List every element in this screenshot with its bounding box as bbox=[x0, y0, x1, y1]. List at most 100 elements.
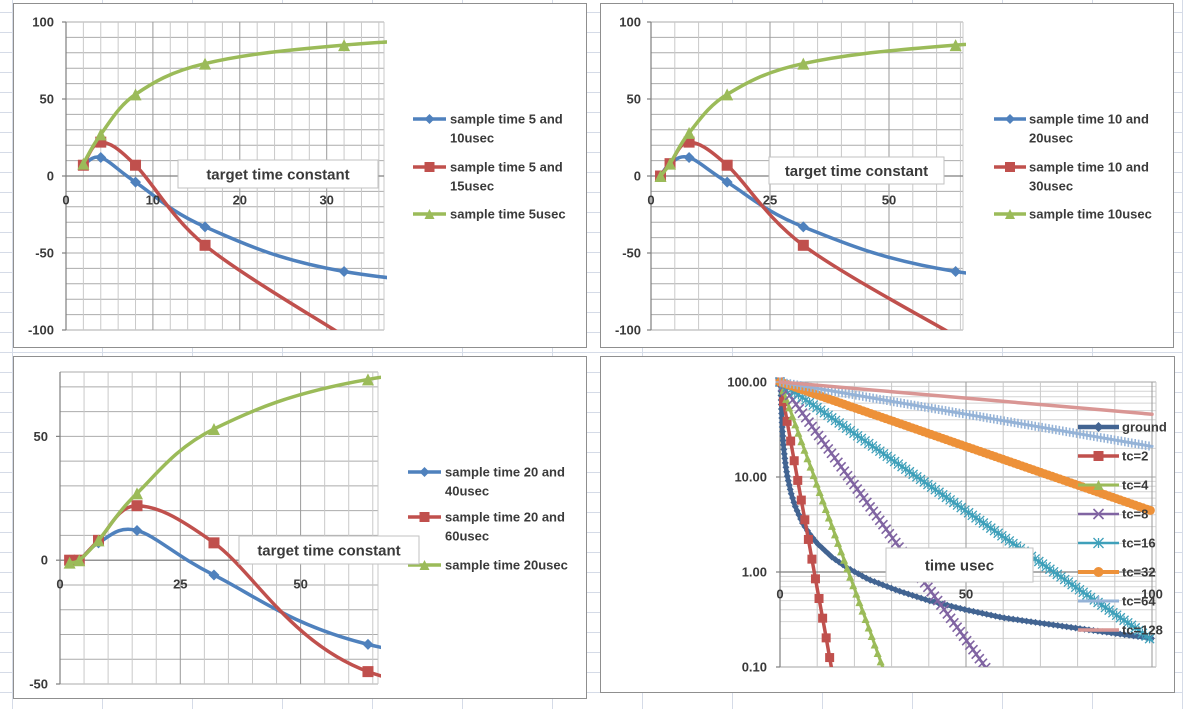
legend-label: sample time 20 and bbox=[445, 465, 565, 480]
series-line-sample-time-5usec[interactable] bbox=[81, 28, 586, 166]
x-tick-label: 10 bbox=[146, 193, 160, 208]
legend-label: 60usec bbox=[445, 529, 489, 544]
y-tick-label: 50 bbox=[34, 429, 48, 444]
legend-label: tc=128 bbox=[1122, 623, 1163, 638]
legend-item-sample-time-5-and-10usec[interactable]: sample time 5 and 10usec bbox=[413, 112, 563, 146]
axis-labels: 100.00 10.00 1.00 0.10 0 50 100 bbox=[727, 375, 1163, 675]
y-tick-label: 1.00 bbox=[742, 565, 767, 580]
legend-label: 15usec bbox=[450, 179, 494, 194]
series-markers-tc-16 bbox=[775, 377, 1155, 644]
legend-item-tc-8[interactable]: tc=8 bbox=[1078, 507, 1148, 522]
plot-series-area bbox=[77, 28, 586, 330]
y-tick-label: -50 bbox=[29, 677, 48, 692]
axis-labels: 50 0 -50 0 25 50 bbox=[29, 429, 308, 692]
x-tick-label: 50 bbox=[959, 587, 973, 602]
annotation-text: target time constant bbox=[257, 543, 400, 560]
x-tick-label: 0 bbox=[647, 193, 654, 208]
series-line-tc-128[interactable] bbox=[778, 380, 1154, 416]
legend-item-ground[interactable]: ground bbox=[1078, 420, 1167, 435]
x-tick-label: 25 bbox=[763, 193, 777, 208]
x-tick-label: 50 bbox=[882, 193, 896, 208]
y-tick-label: -100 bbox=[28, 323, 54, 338]
y-tick-label: 0.10 bbox=[742, 660, 767, 675]
legend-label: tc=8 bbox=[1122, 507, 1148, 522]
x-tick-label: 20 bbox=[233, 193, 247, 208]
legend-label: 10usec bbox=[450, 131, 494, 146]
legend-item-tc-4[interactable]: tc=4 bbox=[1078, 478, 1149, 493]
y-tick-label: 0 bbox=[634, 169, 641, 184]
series-markers-sample-time-5usec bbox=[77, 39, 351, 170]
legend-item-tc-16[interactable]: tc=16 bbox=[1078, 536, 1156, 551]
legend-item-sample-time-10usec[interactable]: sample time 10usec bbox=[994, 207, 1152, 222]
legend-item-sample-time-10-and-30usec[interactable]: sample time 10 and 30usec bbox=[994, 160, 1149, 194]
legend-item-sample-time-10-and-20usec[interactable]: sample time 10 and 20usec bbox=[994, 112, 1149, 146]
legend-item-sample-time-20usec[interactable]: sample time 20usec bbox=[408, 558, 568, 573]
plot-series-area bbox=[63, 357, 586, 678]
y-tick-label: -50 bbox=[35, 246, 54, 261]
chart-object-bottom-right[interactable]: ground tc=2 tc=4 tc=8 tc=16 tc=32 tc=64 tc=128 t… bbox=[600, 356, 1175, 693]
x-tick-label: 0 bbox=[56, 577, 63, 592]
legend-label: sample time 20 and bbox=[445, 510, 565, 525]
chart-object-bottom-left[interactable]: sample time 20 and 40usec sample time 20 a… bbox=[13, 356, 587, 699]
legend-label: sample time 10 and bbox=[1029, 160, 1149, 175]
legend-label: 40usec bbox=[445, 484, 489, 499]
axes bbox=[56, 372, 378, 685]
series-line-sample-time-20usec[interactable] bbox=[67, 357, 586, 565]
annotation-box[interactable]: target time constant bbox=[177, 159, 379, 189]
legend-item-tc-128[interactable]: tc=128 bbox=[1078, 623, 1163, 638]
legend-item-sample-time-20-and-60usec[interactable]: sample time 20 and 60usec bbox=[408, 510, 565, 544]
series-line-sample-time-10usec[interactable] bbox=[658, 28, 1173, 178]
axis-labels: 100 50 0 -50 -100 0 25 50 bbox=[615, 15, 896, 338]
legend-label: 20usec bbox=[1029, 131, 1073, 146]
legend-item-sample-time-20-and-40usec[interactable]: sample time 20 and 40usec bbox=[408, 465, 565, 499]
legend-item-tc-32[interactable]: tc=32 bbox=[1078, 565, 1156, 580]
chart-object-top-left[interactable]: sample time 5 and 10usec sample time 5 and… bbox=[13, 3, 587, 348]
series-markers-tc-32 bbox=[775, 377, 1155, 515]
legend-label: tc=64 bbox=[1122, 594, 1156, 609]
annotation-box[interactable]: target time constant bbox=[238, 535, 420, 565]
y-tick-label: 100.00 bbox=[727, 375, 767, 390]
legend-label: sample time 5 and bbox=[450, 112, 563, 127]
series-markers-sample-time-20usec bbox=[63, 373, 374, 569]
legend-item-tc-2[interactable]: tc=2 bbox=[1078, 449, 1148, 464]
legend-label: ground bbox=[1122, 420, 1167, 435]
legend-label: sample time 20usec bbox=[445, 558, 568, 573]
x-tick-label: 0 bbox=[776, 587, 783, 602]
legend: ground tc=2 tc=4 tc=8 tc=16 tc=32 tc=64 tc=128 bbox=[1078, 420, 1167, 638]
annotation-text: target time constant bbox=[785, 163, 928, 180]
plot-series-area bbox=[774, 376, 1155, 667]
legend-item-tc-64[interactable]: tc=64 bbox=[1078, 594, 1156, 609]
annotation-box[interactable]: target time constant bbox=[768, 156, 945, 185]
plot-series-area bbox=[654, 28, 1173, 330]
x-tick-label: 50 bbox=[293, 577, 307, 592]
legend-label: tc=4 bbox=[1122, 478, 1149, 493]
legend-item-sample-time-5-and-15usec[interactable]: sample time 5 and 15usec bbox=[413, 160, 563, 194]
legend-label: sample time 5 and bbox=[450, 160, 563, 175]
axis-labels: 100 50 0 -50 -100 0 10 20 30 bbox=[28, 15, 334, 338]
y-tick-label: 0 bbox=[47, 169, 54, 184]
y-tick-label: 0 bbox=[41, 553, 48, 568]
series-markers-tc-64 bbox=[775, 377, 1154, 451]
legend-label: sample time 10 and bbox=[1029, 112, 1149, 127]
chart-object-top-right[interactable]: sample time 10 and 20usec sample time 10 a… bbox=[600, 3, 1174, 348]
series-markers-sample-time-10usec bbox=[654, 39, 962, 182]
y-tick-label: 100 bbox=[619, 15, 641, 30]
annotation-box[interactable]: time usec bbox=[885, 547, 1034, 583]
chart-svg-bottom-right: ground tc=2 tc=4 tc=8 tc=16 tc=32 tc=64 tc=128 t… bbox=[727, 375, 1167, 675]
x-tick-label: 25 bbox=[173, 577, 187, 592]
x-tick-label: 0 bbox=[62, 193, 69, 208]
x-tick-label: 100 bbox=[1141, 587, 1163, 602]
legend-label: tc=2 bbox=[1122, 449, 1148, 464]
legend-item-sample-time-5usec[interactable]: sample time 5usec bbox=[413, 207, 566, 222]
y-tick-label: 100 bbox=[32, 15, 54, 30]
y-tick-label: 50 bbox=[627, 92, 641, 107]
y-tick-label: -50 bbox=[622, 246, 641, 261]
series-markers-sample-time-10-and-30usec bbox=[655, 136, 809, 251]
